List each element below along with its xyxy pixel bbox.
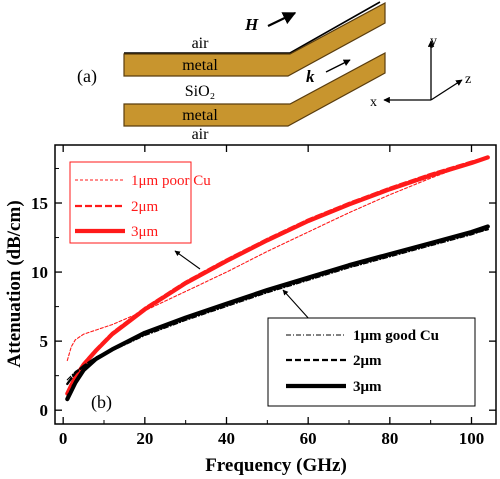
legend-black-label-3: 3μm: [353, 379, 382, 395]
layer-air-top: air: [192, 35, 210, 52]
legend-red-label-2: 2μm: [131, 199, 159, 215]
plot-frame: [54, 144, 497, 425]
legend-black-label-1: 1μm good Cu: [353, 328, 439, 344]
x-tick-label: 20: [136, 429, 153, 448]
legend-black-label-2: 2μm: [353, 353, 382, 369]
y-tick-label: 0: [40, 401, 49, 420]
legend-red: 1μm poor Cu 2μm 3μm: [69, 161, 211, 244]
layer-metal-bottom: metal: [182, 107, 218, 124]
series-line-black-1-m-good-cu: [66, 228, 489, 381]
coordinate-axes: y z x: [370, 34, 471, 110]
red-legend-pointer-arrow: [174, 250, 201, 270]
panel-b-label: (b): [91, 392, 112, 413]
tick-marks: 0 20 40 60 80 100 0 5 10 15: [31, 145, 496, 448]
panel-a: air metal SiO₂ metal air (a) H k y z x: [77, 1, 471, 143]
black-legend-pointer-arrow: [282, 289, 311, 321]
series-line-black-2-m: [66, 228, 489, 386]
legend-black: 1μm good Cu 2μm 3μm: [267, 317, 476, 407]
h-field-label: H: [244, 15, 259, 34]
legend-black-box: [267, 317, 476, 407]
axis-y-label: y: [430, 34, 437, 49]
legend-red-label-1: 1μm poor Cu: [131, 173, 211, 189]
upper-metal-layer: [123, 1, 386, 77]
x-tick-label: 80: [381, 429, 398, 448]
panel-b: 0 20 40 60 80 100 0 5 10 15 1μm poor Cu 2μm 3μm 1…: [4, 144, 497, 476]
y-tick-label: 10: [31, 263, 48, 282]
top-air-boundary: [124, 1, 381, 54]
lower-metal-layer: [123, 51, 386, 127]
axis-z-label: z: [465, 72, 471, 87]
series-line-black-3-m: [65, 224, 490, 402]
k-propagation-arrow: [325, 59, 351, 73]
series-line-red-1-m-poor-cu: [66, 155, 489, 362]
x-axis-title: Frequency (GHz): [205, 455, 347, 476]
y-axis-title: Attenuation (dB/cm): [4, 200, 25, 367]
axis-x-label: x: [370, 95, 377, 110]
y-tick-label: 5: [40, 332, 49, 351]
layer-metal-top: metal: [182, 57, 218, 74]
legend-red-label-3: 3μm: [131, 224, 159, 240]
layer-sio2: SiO₂: [185, 83, 215, 100]
h-field-arrow: [267, 12, 297, 27]
layer-air-bottom: air: [192, 126, 210, 143]
k-label: k: [306, 67, 315, 86]
x-tick-label: 0: [59, 429, 68, 448]
x-tick-label: 40: [218, 429, 235, 448]
series-curves: [65, 155, 490, 402]
panel-a-label: (a): [77, 66, 97, 87]
x-tick-label: 60: [300, 429, 317, 448]
y-tick-label: 15: [31, 194, 48, 213]
x-tick-label: 100: [459, 429, 485, 448]
